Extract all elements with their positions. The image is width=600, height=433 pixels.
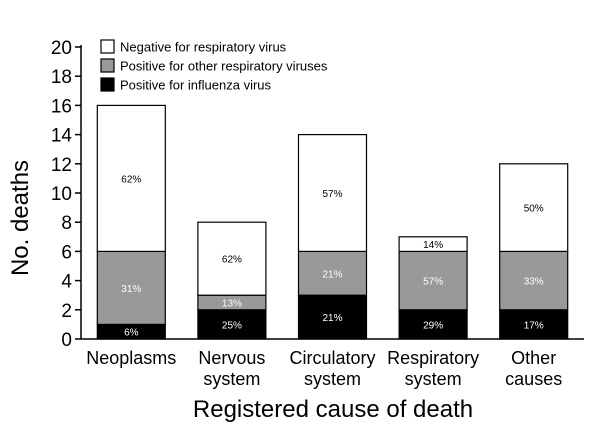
data-label: 33% [524, 277, 544, 288]
bar-segment [197, 309, 267, 340]
y-tick-label: 20 [51, 38, 72, 59]
x-axis-title: Registered cause of death [193, 396, 473, 423]
y-tick-label: 4 [61, 272, 72, 293]
bar-segment [96, 104, 166, 253]
bar-segment [398, 250, 468, 311]
data-label: 21% [322, 269, 342, 280]
data-label: 57% [322, 189, 342, 200]
legend-swatch [100, 77, 115, 92]
data-label: 14% [423, 240, 443, 251]
bar-segment [398, 236, 468, 253]
x-axis: Neoplasms Nervous system Circulatory system R… [81, 338, 584, 389]
y-tick-label: 8 [61, 213, 72, 234]
legend-label: Positive for influenza virus [120, 78, 272, 93]
y-tick-label: 6 [61, 242, 72, 263]
data-label: 29% [423, 320, 443, 331]
bar-segment [499, 163, 569, 253]
legend-swatch [100, 39, 115, 54]
data-label: 62% [222, 255, 242, 266]
bar-segment [197, 221, 267, 296]
bar-segment [297, 134, 368, 253]
bar-group: 6% 31% 62% 25% 13% 62% 21% 21% 57% 29% 57% 14% 17% 33… [96, 104, 569, 340]
y-tick-label: 14 [51, 126, 73, 147]
y-tick-label: 16 [51, 96, 72, 117]
legend-label: Negative for respiratory virus [120, 40, 287, 55]
data-label: 21% [322, 313, 342, 324]
legend: Negative for respiratory virus Positive f… [100, 39, 328, 93]
y-tick-label: 0 [61, 330, 72, 351]
data-label: 31% [121, 284, 141, 295]
data-label: 62% [121, 174, 141, 185]
data-label: 6% [124, 328, 139, 339]
bar-segment [297, 294, 368, 340]
data-label: 13% [222, 299, 242, 310]
y-tick-label: 12 [51, 155, 72, 176]
bar-segment [297, 250, 368, 296]
bar-segment [96, 250, 166, 325]
data-label: 57% [423, 277, 443, 288]
legend-swatch [100, 58, 115, 73]
data-label: 50% [524, 204, 544, 215]
x-tick-label: Neoplasms [86, 348, 176, 368]
y-axis: 0 2 4 6 8 10 12 14 16 18 20 [51, 38, 82, 351]
data-label: 17% [524, 320, 544, 331]
y-tick-label: 2 [61, 301, 72, 322]
data-label: 25% [222, 320, 242, 331]
x-tick-label: Nervous system [198, 348, 265, 389]
y-axis-title: No. deaths [7, 160, 34, 276]
y-tick-label: 10 [51, 184, 72, 205]
x-tick-label: Respiratory system [387, 348, 479, 389]
x-tick-label: Other causes [505, 348, 562, 389]
y-tick-label: 18 [51, 67, 72, 88]
x-tick-label: Circulatory system [289, 348, 375, 389]
legend-label: Positive for other respiratory viruses [120, 59, 328, 74]
